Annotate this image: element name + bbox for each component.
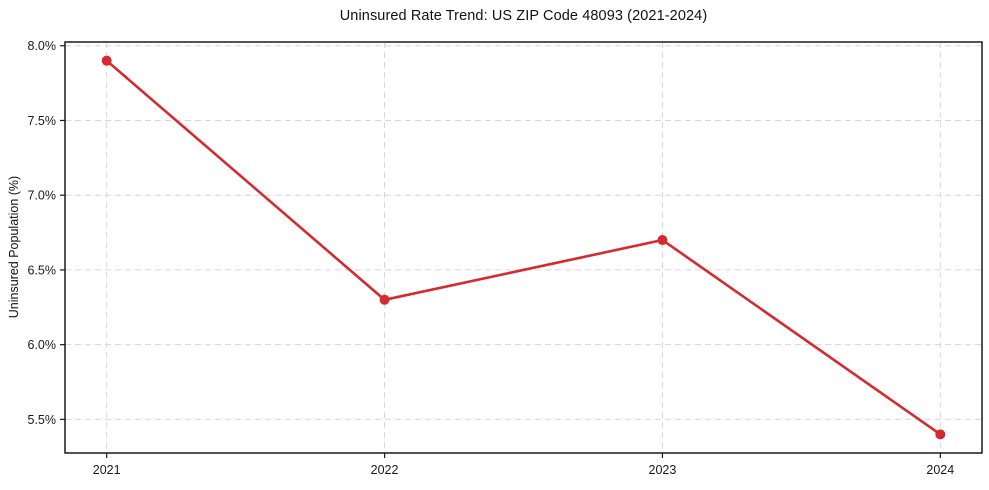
data-point (379, 294, 390, 305)
x-tick-label: 2022 (371, 463, 399, 477)
y-tick-label: 5.5% (28, 413, 57, 427)
x-tick-label: 2021 (93, 463, 121, 477)
trend-line (105, 59, 942, 436)
y-tick-label: 7.5% (28, 114, 57, 128)
axes-frame (64, 41, 983, 454)
x-tick-label: 2023 (649, 463, 677, 477)
y-tick-label: 6.5% (28, 263, 57, 277)
data-point (101, 55, 112, 66)
y-tick-label: 8.0% (28, 39, 57, 53)
data-point (935, 429, 946, 440)
y-tick-label: 7.0% (28, 189, 57, 203)
y-axis-label: Uninsured Population (%) (7, 175, 21, 319)
y-tick-label: 6.0% (28, 338, 57, 352)
chart-title: Uninsured Rate Trend: US ZIP Code 48093 … (339, 8, 708, 24)
x-tick-label: 2024 (926, 463, 954, 477)
data-point (657, 235, 668, 246)
